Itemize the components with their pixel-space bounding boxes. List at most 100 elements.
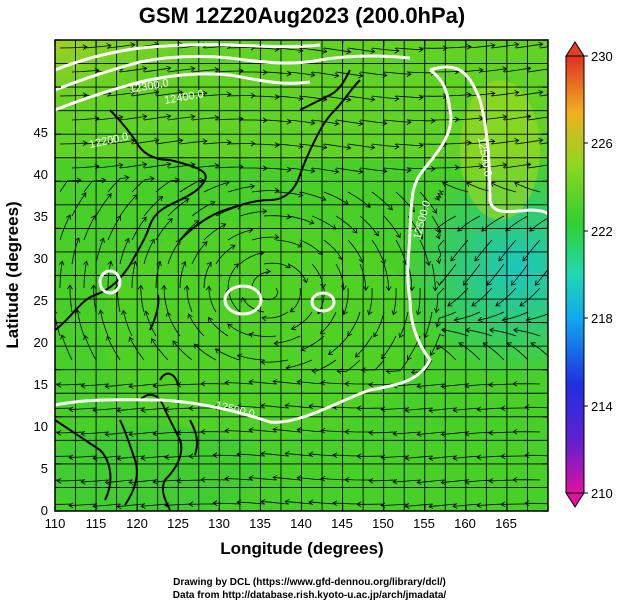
streamline [215, 70, 244, 73]
streamline-arrow [481, 226, 487, 232]
streamline-arrow [214, 162, 220, 169]
streamline [534, 268, 548, 286]
streamline-arrow [370, 144, 376, 151]
streamline-arrow [118, 114, 124, 121]
streamline-arrow [406, 167, 412, 173]
streamline-arrow [124, 237, 130, 244]
streamline-arrow [289, 307, 296, 313]
streamline-arrow [430, 118, 436, 124]
streamline-arrow [238, 164, 244, 170]
streamline-arrow [132, 194, 138, 200]
streamline-arrow [490, 90, 496, 97]
streamline [251, 47, 280, 50]
streamline-arrow [285, 364, 291, 371]
streamline-arrow [150, 338, 156, 344]
streamline [263, 167, 291, 171]
streamline [368, 287, 373, 315]
streamline [83, 141, 111, 145]
streamline-arrow [118, 162, 124, 169]
streamline-arrow [214, 66, 220, 73]
streamline [107, 92, 135, 97]
streamline-arrow [56, 478, 62, 484]
streamline-arrow [249, 183, 256, 190]
streamline [290, 287, 301, 313]
streamline [215, 244, 236, 265]
streamline-arrow [464, 430, 470, 437]
streamline-arrow [142, 161, 148, 168]
streamline [371, 95, 399, 100]
streamline [227, 263, 239, 289]
streamline-arrow [327, 350, 334, 355]
streamline-arrow [415, 310, 422, 316]
streamline [453, 455, 481, 459]
streamline [57, 383, 85, 386]
streamline-arrow [284, 402, 290, 409]
streamline [435, 190, 445, 201]
streamline-arrow [450, 256, 456, 262]
streamline-arrow [368, 429, 374, 436]
streamline [105, 431, 133, 435]
streamline-arrow [149, 176, 155, 182]
streamline [486, 263, 505, 286]
streamline [383, 263, 390, 291]
streamline-arrow [236, 451, 242, 458]
streamline [424, 311, 433, 339]
streamline [273, 428, 301, 433]
streamline [69, 285, 73, 313]
contour-12500 [55, 68, 453, 424]
streamline-arrow [395, 232, 401, 239]
streamline-arrow [262, 208, 268, 215]
streamline [503, 115, 531, 121]
streamline [107, 177, 130, 193]
streamline [107, 44, 135, 49]
streamline [320, 311, 337, 335]
streamline-arrow [190, 66, 196, 72]
streamline-arrow [514, 182, 520, 187]
colorbar-top-arrow [565, 41, 585, 57]
streamline [215, 348, 241, 361]
streamline-arrow [346, 96, 352, 103]
streamline [539, 142, 548, 145]
streamline [299, 191, 326, 201]
contour-12200 [55, 43, 321, 72]
streamline-arrow [501, 316, 507, 323]
streamline-arrow [380, 259, 386, 265]
streamline-arrow [174, 177, 180, 184]
streamline [95, 164, 123, 169]
streamline-arrow [284, 450, 290, 457]
streamline-arrow [442, 182, 448, 187]
streamline [474, 239, 493, 262]
streamline-arrow [128, 336, 134, 342]
streamline [361, 359, 385, 371]
y-axis-label: Latitude (degrees) [3, 201, 22, 348]
streamline [515, 91, 543, 97]
streamline [465, 479, 493, 483]
streamline [251, 190, 279, 193]
streamline-arrow [104, 383, 110, 390]
streamline-arrow [332, 500, 338, 507]
streamline [332, 454, 361, 457]
streamline [179, 140, 207, 145]
streamline-arrow [514, 138, 520, 144]
streamline [203, 45, 231, 49]
streamline-arrow [116, 215, 121, 221]
streamline-arrow [55, 310, 58, 314]
streamline [466, 182, 493, 193]
streamline-arrow [210, 200, 216, 206]
streamline-arrow [320, 427, 326, 434]
streamline [513, 329, 541, 337]
streamline [208, 317, 229, 337]
streamline-arrow [273, 340, 279, 346]
streamline [129, 431, 157, 435]
streamline [432, 118, 460, 121]
streamline [237, 501, 265, 505]
streamline-arrow [260, 450, 266, 457]
streamline [417, 431, 445, 435]
streamline [359, 215, 379, 237]
streamline [371, 239, 385, 265]
streamline-arrow [373, 332, 379, 338]
streamline [117, 407, 145, 412]
streamline [240, 167, 268, 169]
streamline [432, 70, 460, 73]
streamline [500, 455, 528, 457]
